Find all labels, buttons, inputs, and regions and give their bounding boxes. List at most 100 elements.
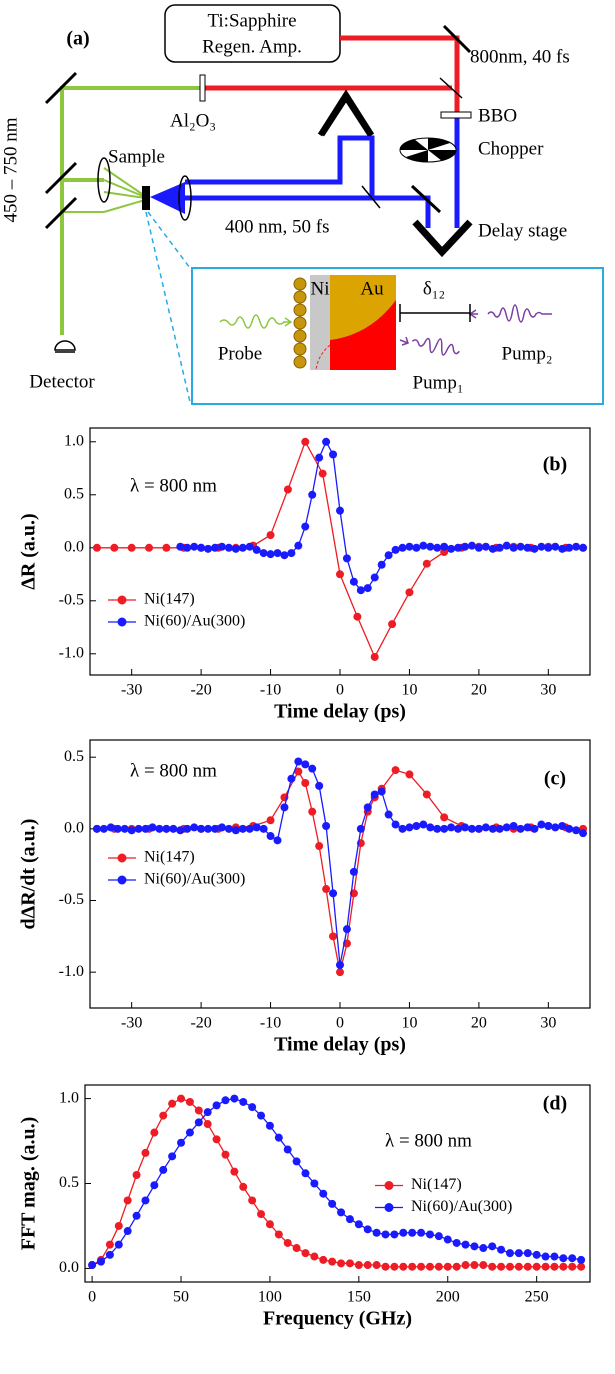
data-point — [481, 542, 490, 551]
data-point — [488, 824, 497, 833]
legend-marker — [384, 1181, 394, 1190]
data-point — [329, 889, 338, 898]
data-point — [123, 1227, 132, 1236]
au-label: Au — [360, 278, 384, 299]
data-point — [280, 803, 289, 812]
data-point — [349, 867, 358, 876]
data-point — [551, 823, 560, 832]
panel-label: (b) — [543, 454, 567, 476]
data-point — [287, 774, 296, 783]
data-point — [447, 544, 456, 553]
data-point — [231, 826, 240, 835]
data-point — [354, 1261, 363, 1270]
data-point — [370, 652, 379, 661]
data-point — [292, 1157, 301, 1166]
data-point — [315, 781, 324, 790]
pump2-label: Pump₂ — [502, 343, 553, 364]
pulse-label: 400 nm, 50 fs — [225, 216, 330, 237]
legend-marker — [384, 1203, 394, 1212]
data-point — [516, 824, 525, 833]
data-point — [363, 1261, 372, 1270]
data-point — [433, 543, 442, 552]
data-point — [141, 1148, 150, 1157]
detector-label: Detector — [29, 371, 95, 392]
chart: -1.0 -0.5 0.0 0.5 1.0 -30 -20 -10 0 10 20 30 Time de… — [18, 427, 591, 723]
data-point — [370, 790, 379, 799]
data-point — [204, 824, 213, 833]
annotation: λ = 800 nm — [130, 760, 217, 781]
pump-focus — [150, 182, 185, 214]
data-point — [568, 1254, 577, 1263]
data-point — [204, 544, 213, 553]
y-axis-label: ΔR (a.u.) — [18, 513, 40, 589]
data-point — [532, 1250, 541, 1259]
data-point — [470, 1261, 479, 1270]
data-point — [470, 1242, 479, 1251]
mirrors — [44, 24, 473, 258]
data-point — [497, 1262, 506, 1271]
pump1-pulse — [411, 337, 460, 356]
data-point — [433, 824, 442, 833]
data-point — [301, 1249, 310, 1258]
data-point — [345, 1259, 354, 1268]
pump1-label: Pump₁ — [413, 372, 464, 393]
data-point — [579, 829, 588, 838]
data-point — [274, 1133, 283, 1142]
data-point — [259, 549, 268, 558]
bbo-crystal — [440, 111, 472, 119]
data-point — [408, 1228, 417, 1237]
data-point — [301, 778, 310, 787]
pulse-label: 800nm, 40 fs — [470, 46, 570, 67]
delay-arrow — [399, 304, 471, 322]
data-point — [398, 543, 407, 552]
data-point — [266, 832, 275, 841]
y-tick-label: 0.0 — [64, 820, 84, 837]
x-tick-label: 20 — [471, 1015, 487, 1032]
data-point — [363, 584, 372, 593]
data-point — [509, 543, 518, 552]
data-point — [315, 453, 324, 462]
data-point — [273, 836, 282, 845]
window-label: Al₂O₃ — [170, 110, 216, 131]
probe-pulse — [219, 314, 285, 329]
data-point — [559, 1262, 568, 1271]
laser-label: Ti:Sapphire — [207, 10, 296, 31]
y-tick-label: -1.0 — [59, 644, 84, 661]
y-tick-label: 1.0 — [64, 432, 84, 449]
data-point — [523, 1262, 532, 1271]
data-point — [162, 543, 171, 552]
data-point — [440, 542, 449, 551]
data-point — [211, 824, 219, 833]
data-point — [92, 824, 101, 833]
y-axis-label: FFT mag. (a.u.) — [18, 1117, 40, 1251]
data-point — [541, 1252, 550, 1261]
data-point — [426, 823, 435, 832]
data-point — [488, 1242, 497, 1251]
data-point — [150, 1128, 159, 1137]
legend-entry: Ni(147) — [144, 849, 195, 866]
legend-entry: Ni(147) — [411, 1176, 462, 1193]
data-point — [230, 1167, 239, 1176]
delay-stage-label: Delay stage — [478, 220, 567, 241]
x-tick-label: -20 — [190, 682, 211, 699]
x-tick-label: 30 — [540, 682, 556, 699]
data-point — [328, 1199, 337, 1208]
data-point — [336, 968, 344, 977]
data-point — [132, 1211, 141, 1220]
data-point — [523, 543, 532, 552]
y-tick-label: 0.0 — [59, 1259, 79, 1276]
data-point — [502, 823, 511, 832]
x-tick-label: 250 — [525, 1289, 549, 1306]
data-point — [266, 816, 275, 825]
data-point — [265, 1121, 274, 1130]
data-point — [481, 823, 490, 832]
beam-400 — [185, 116, 460, 228]
data-point — [185, 1128, 194, 1137]
heat-profile — [315, 344, 331, 371]
data-point — [211, 543, 219, 552]
data-point — [217, 823, 226, 832]
data-point — [308, 490, 317, 499]
data-point — [461, 823, 469, 832]
data-point — [176, 826, 185, 835]
data-point — [239, 1182, 248, 1191]
